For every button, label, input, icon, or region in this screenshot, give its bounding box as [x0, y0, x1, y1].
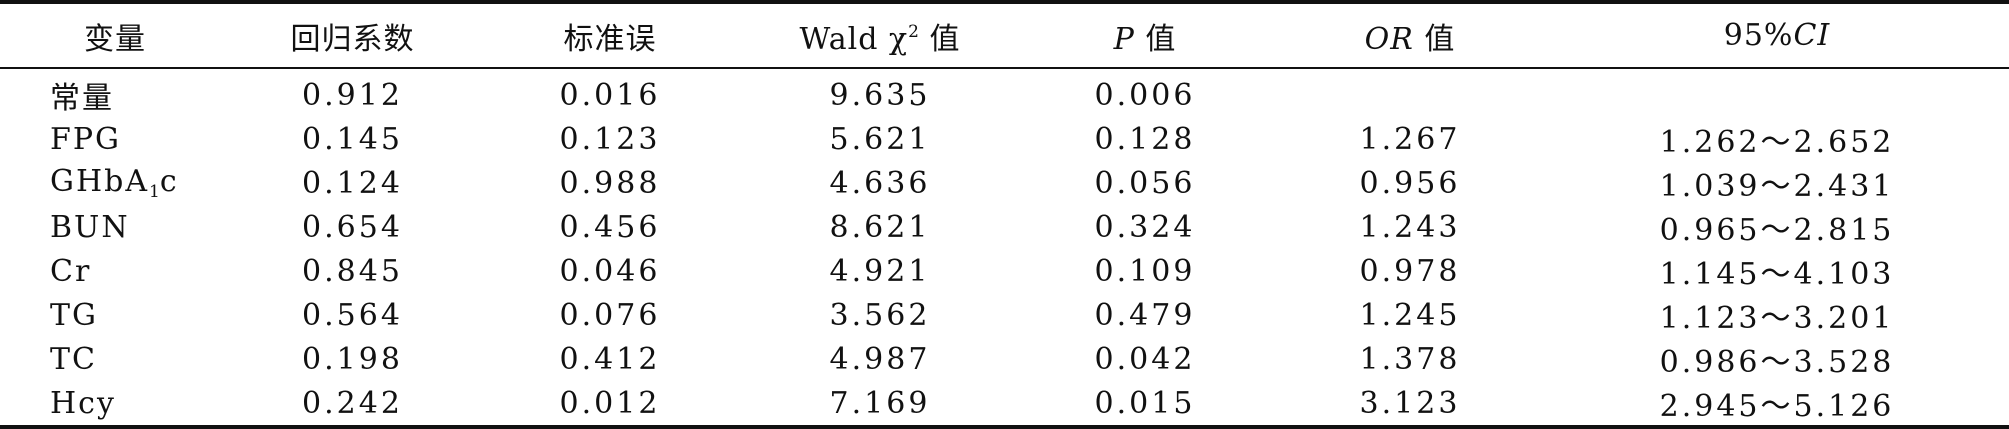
table-row: Cr 0.845 0.046 4.921 0.109 0.978 1.145～4… [0, 249, 2009, 293]
cell-variable: TC [50, 341, 97, 377]
cell-variable: Hcy [0, 381, 230, 429]
cell-wald: 5.621 [829, 121, 931, 157]
header-p-value: P 值 [1015, 0, 1275, 69]
variable-base: GHbA [50, 164, 149, 199]
header-std-error: 标准误 [475, 0, 745, 69]
cell-or: 1.267 [1359, 121, 1461, 157]
header-confidence-interval: 95%CI [1545, 0, 2009, 69]
cell-wald: 3.562 [829, 297, 931, 333]
header-wald-suffix: 值 [918, 21, 961, 57]
cell-ci: 1.145～4.103 [1659, 257, 1895, 292]
cell-wald: 4.921 [829, 253, 931, 289]
cell-p: 0.015 [1015, 381, 1275, 429]
cell-p: 0.056 [1094, 165, 1196, 201]
table-row: Hcy 0.242 0.012 7.169 0.015 3.123 2.945～… [0, 381, 2009, 429]
cell-ci: 1.262～2.652 [1659, 125, 1895, 160]
cell-ci: 1.039～2.431 [1659, 169, 1895, 204]
header-wald-superscript: 2 [908, 21, 919, 42]
cell-std-error: 0.123 [559, 121, 661, 157]
cell-variable: 常量 [50, 81, 114, 116]
table-row: GHbA1c 0.124 0.988 4.636 0.056 0.956 1.0… [0, 161, 2009, 205]
cell-or [1275, 68, 1545, 117]
cell-coefficient: 0.654 [302, 209, 403, 245]
cell-coefficient: 0.242 [230, 381, 475, 429]
cell-coefficient: 0.198 [302, 341, 403, 377]
cell-ci [1545, 68, 2009, 117]
table-row: 常量 0.912 0.016 9.635 0.006 [0, 68, 2009, 117]
header-p-italic: P [1113, 21, 1135, 57]
cell-p: 0.479 [1094, 297, 1196, 333]
cell-wald: 7.169 [745, 381, 1015, 429]
cell-coefficient: 0.912 [302, 77, 403, 113]
cell-coefficient: 0.145 [302, 121, 403, 157]
table-row: BUN 0.654 0.456 8.621 0.324 1.243 0.965～… [0, 205, 2009, 249]
table-row: TG 0.564 0.076 3.562 0.479 1.245 1.123～3… [0, 293, 2009, 337]
cell-variable: FPG [50, 121, 121, 157]
cell-or: 3.123 [1275, 381, 1545, 429]
cell-coefficient: 0.124 [302, 165, 403, 201]
cell-std-error: 0.412 [559, 341, 661, 377]
header-coefficient: 回归系数 [230, 0, 475, 69]
header-wald-chi2: Wald χ2 值 [745, 0, 1015, 69]
cell-ci: 1.123～3.201 [1659, 301, 1895, 336]
table-row: FPG 0.145 0.123 5.621 0.128 1.267 1.262～… [0, 117, 2009, 161]
cell-variable: TG [50, 297, 98, 333]
variable-subscript: 1 [149, 182, 160, 202]
header-or-value: OR 值 [1275, 0, 1545, 69]
header-p-suffix: 值 [1134, 21, 1177, 57]
table-header: 变量 回归系数 标准误 Wald χ2 值 P 值 OR 值 95%CI [0, 0, 2009, 69]
cell-variable: BUN [50, 209, 130, 245]
cell-wald: 9.635 [829, 77, 931, 113]
cell-or: 1.378 [1359, 341, 1461, 377]
cell-p: 0.324 [1094, 209, 1196, 245]
cell-variable: GHbA1c [0, 161, 230, 205]
cell-or: 1.243 [1359, 209, 1461, 245]
cell-wald: 4.636 [829, 165, 931, 201]
cell-std-error: 0.046 [559, 253, 661, 289]
header-row: 变量 回归系数 标准误 Wald χ2 值 P 值 OR 值 95%CI [0, 0, 2009, 69]
header-or-suffix: 值 [1413, 21, 1456, 57]
cell-coefficient: 0.845 [302, 253, 403, 289]
cell-std-error: 0.988 [559, 165, 661, 201]
header-ci-prefix: 95% [1723, 18, 1794, 53]
table-body: 常量 0.912 0.016 9.635 0.006 FPG 0.145 0.1… [0, 68, 2009, 429]
cell-std-error: 0.016 [559, 77, 661, 113]
cell-variable: Cr [50, 253, 92, 289]
cell-or: 1.245 [1359, 297, 1461, 333]
header-or-italic: OR [1364, 21, 1414, 57]
variable-tail: c [159, 164, 179, 199]
cell-std-error: 0.456 [559, 209, 661, 245]
cell-std-error: 0.076 [559, 297, 661, 333]
cell-ci: 0.986～3.528 [1659, 345, 1895, 380]
header-variable: 变量 [0, 0, 230, 69]
cell-p: 0.109 [1094, 253, 1196, 289]
cell-wald: 4.987 [829, 341, 931, 377]
cell-std-error: 0.012 [475, 381, 745, 429]
table-row: TC 0.198 0.412 4.987 0.042 1.378 0.986～3… [0, 337, 2009, 381]
cell-coefficient: 0.564 [302, 297, 403, 333]
cell-or: 0.978 [1359, 253, 1461, 289]
cell-p: 0.006 [1094, 77, 1196, 113]
cell-ci: 0.965～2.815 [1659, 213, 1895, 248]
cell-ci: 2.945～5.126 [1545, 381, 2009, 429]
header-ci-italic: CI [1793, 18, 1831, 53]
cell-p: 0.128 [1094, 121, 1196, 157]
header-wald-prefix: Wald χ [799, 21, 909, 57]
cell-p: 0.042 [1094, 341, 1196, 377]
cell-or: 0.956 [1359, 165, 1461, 201]
cell-wald: 8.621 [829, 209, 931, 245]
